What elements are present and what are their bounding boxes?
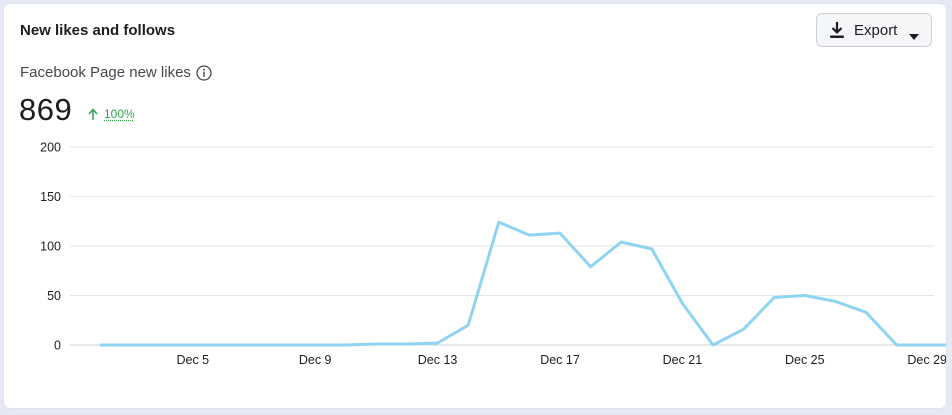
arrow-up-icon [87, 107, 99, 121]
metric-label: Facebook Page new likes [20, 64, 212, 81]
metric-change: 100% [87, 107, 135, 121]
data-point[interactable] [709, 341, 717, 349]
y-tick-label: 0 [54, 339, 61, 353]
x-tick-label: Dec 9 [299, 353, 332, 367]
y-tick-label: 50 [47, 289, 61, 303]
data-point[interactable] [893, 341, 901, 349]
likes-series-line[interactable] [99, 220, 946, 347]
download-icon [829, 21, 845, 39]
data-point[interactable] [587, 263, 595, 271]
data-point[interactable] [128, 341, 136, 349]
data-point[interactable] [281, 341, 289, 349]
x-tick-label: Dec 25 [785, 353, 825, 367]
data-point[interactable] [923, 341, 931, 349]
data-point[interactable] [464, 321, 472, 329]
x-tick-label: Dec 13 [418, 353, 458, 367]
y-tick-label: 150 [40, 190, 61, 204]
data-point[interactable] [617, 238, 625, 246]
data-point[interactable] [189, 341, 197, 349]
data-point[interactable] [97, 341, 105, 349]
data-point[interactable] [372, 340, 380, 348]
likes-follows-card: New likes and follows Export Facebook Pa… [4, 4, 946, 408]
data-point[interactable] [311, 341, 319, 349]
data-point[interactable] [342, 341, 350, 349]
data-point[interactable] [801, 292, 809, 300]
y-tick-label: 100 [40, 240, 61, 254]
info-icon[interactable] [196, 64, 212, 81]
metric-label-text: Facebook Page new likes [20, 64, 191, 81]
likes-line-chart: 0 50 100 150 200 Dec 5 Dec 9 Dec 13 Dec 17 Dec 21… [40, 141, 946, 367]
card-title: New likes and follows [20, 22, 176, 39]
export-button[interactable]: Export [816, 13, 932, 47]
data-point[interactable] [648, 245, 656, 253]
data-point[interactable] [556, 229, 564, 237]
data-point[interactable] [831, 297, 839, 305]
export-button-label: Export [854, 21, 898, 39]
data-point[interactable] [403, 340, 411, 348]
data-point[interactable] [740, 325, 748, 333]
data-point[interactable] [158, 341, 166, 349]
x-tick-label: Dec 21 [663, 353, 703, 367]
metric-change-percent[interactable]: 100% [104, 107, 135, 121]
data-point[interactable] [495, 218, 503, 226]
x-tick-label: Dec 29 [907, 353, 946, 367]
metric-value: 869 [19, 92, 73, 127]
y-tick-label: 200 [40, 141, 61, 155]
caret-down-icon [909, 27, 920, 40]
x-tick-label: Dec 17 [540, 353, 580, 367]
x-tick-label: Dec 5 [176, 353, 209, 367]
data-point[interactable] [678, 299, 686, 307]
data-point[interactable] [770, 293, 778, 301]
data-point[interactable] [525, 231, 533, 239]
data-point[interactable] [434, 339, 442, 347]
data-point[interactable] [250, 341, 258, 349]
data-point[interactable] [862, 308, 870, 316]
data-point[interactable] [219, 341, 227, 349]
